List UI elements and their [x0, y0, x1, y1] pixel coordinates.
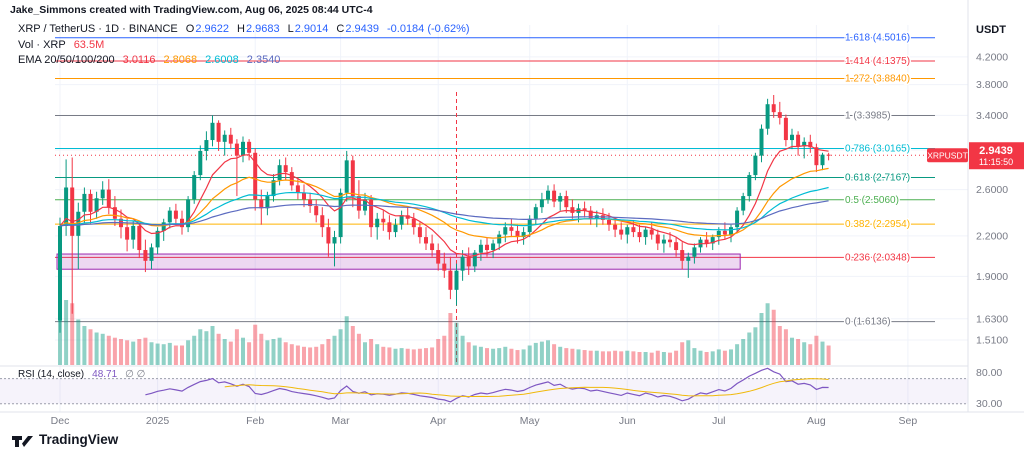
high-value: H 2.9683: [236, 23, 280, 35]
ema200-value: 2.3540: [246, 54, 281, 66]
svg-text:0.236 (2.0348): 0.236 (2.0348): [845, 252, 910, 263]
svg-text:2.9439: 2.9439: [979, 145, 1013, 157]
svg-text:80.00: 80.00: [976, 367, 1002, 379]
svg-text:Mar: Mar: [332, 415, 351, 427]
svg-text:0 (1.6136): 0 (1.6136): [845, 317, 891, 328]
volume-bars: [58, 300, 831, 365]
svg-text:2.2000: 2.2000: [976, 230, 1008, 242]
svg-text:May: May: [520, 415, 541, 427]
svg-text:11:15:50: 11:15:50: [979, 157, 1013, 167]
attribution-text: Jake_Simmons created with TradingView.co…: [10, 4, 373, 16]
svg-text:Aug: Aug: [807, 415, 826, 427]
svg-text:Apr: Apr: [430, 415, 447, 427]
svg-text:3.8000: 3.8000: [976, 79, 1008, 91]
candlesticks: [58, 94, 831, 333]
volume-label[interactable]: Vol · XRP: [18, 39, 66, 51]
low-value: L 2.9014: [287, 23, 329, 35]
fib-retracement-lines: [55, 37, 935, 323]
ema-lines: [59, 144, 829, 257]
svg-text:0.5 (2.5060): 0.5 (2.5060): [845, 195, 899, 206]
svg-text:Jun: Jun: [619, 415, 636, 427]
svg-text:3.4000: 3.4000: [976, 110, 1008, 122]
svg-text:2025: 2025: [146, 415, 170, 427]
svg-text:0.618 (2.7167): 0.618 (2.7167): [845, 172, 910, 183]
svg-text:Dec: Dec: [51, 415, 70, 427]
svg-text:Sep: Sep: [899, 415, 918, 427]
svg-text:0.382 (2.2954): 0.382 (2.2954): [845, 219, 910, 230]
ema20-value: 3.0116: [122, 54, 156, 66]
symbol-description[interactable]: XRP / TetherUS · 1D · BINANCE: [18, 23, 178, 35]
rsi-value: 48.71: [92, 369, 118, 380]
svg-text:1.6300: 1.6300: [976, 313, 1008, 325]
svg-text:1.272 (3.8840): 1.272 (3.8840): [845, 74, 910, 85]
fib-level-labels: 1.618 (4.5016) 1.414 (4.1375) 1.272 (3.884…: [844, 31, 912, 329]
rsi-label[interactable]: RSI (14, close): [18, 369, 85, 380]
ema50-value: 2.8068: [163, 54, 198, 66]
ema100-value: 2.6008: [205, 54, 239, 66]
open-value: O 2.9622: [185, 23, 229, 35]
rsi-legend: RSI (14, close) 48.71 ∅ ∅: [18, 369, 145, 380]
axes[interactable]: USDT4.20003.80003.40003.00002.60002.2000…: [0, 0, 1024, 427]
svg-text:2.6000: 2.6000: [976, 184, 1008, 196]
volume-legend: Vol · XRP 63.5M: [18, 39, 104, 51]
tradingview-logo[interactable]: TradingView: [12, 432, 118, 447]
svg-text:Feb: Feb: [246, 415, 264, 427]
tradingview-logo-icon: [12, 435, 33, 447]
svg-text:1.618 (4.5016): 1.618 (4.5016): [845, 33, 910, 44]
close-value: C 2.9439: [336, 23, 379, 35]
svg-text:30.00: 30.00: [976, 398, 1002, 410]
svg-text:1.414 (4.1375): 1.414 (4.1375): [845, 56, 910, 67]
volume-value: 63.5M: [73, 39, 105, 51]
svg-text:0.786 (3.0165): 0.786 (3.0165): [845, 143, 910, 154]
svg-text:1.5100: 1.5100: [976, 334, 1008, 346]
change-value: -0.0184 (-0.62%): [386, 23, 470, 35]
rsi-smoothing-icons: ∅ ∅: [125, 369, 146, 380]
svg-text:1.9000: 1.9000: [976, 271, 1008, 283]
svg-text:4.2000: 4.2000: [976, 51, 1008, 63]
ema-legend: EMA 20/50/100/200 3.0116 2.8068 2.6008 2…: [18, 54, 280, 66]
svg-text:1 (3.3985): 1 (3.3985): [845, 111, 891, 122]
svg-text:XRPUSDT: XRPUSDT: [927, 151, 968, 161]
svg-text:USDT: USDT: [976, 24, 1006, 36]
ema-label[interactable]: EMA 20/50/100/200: [18, 54, 115, 66]
rsi-pane: [0, 367, 968, 405]
tradingview-logo-text: TradingView: [39, 432, 119, 447]
svg-text:Jul: Jul: [712, 415, 725, 427]
